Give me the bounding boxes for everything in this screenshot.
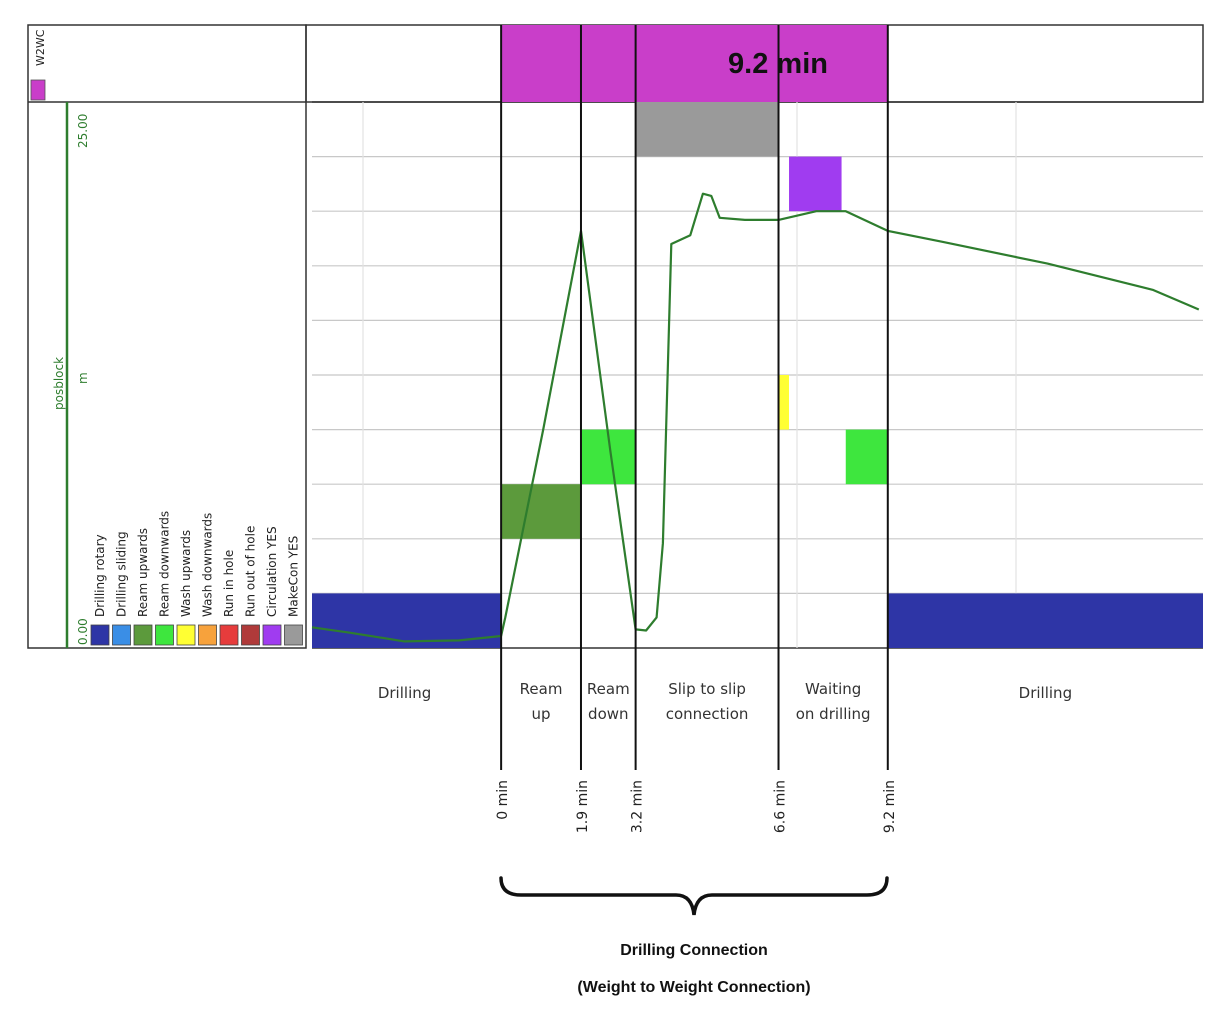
legend-swatch bbox=[284, 624, 303, 646]
activity-label: Drilling bbox=[378, 684, 431, 702]
time-marker-label: 1.9 min bbox=[575, 780, 591, 833]
legend-label: Run in hole bbox=[222, 550, 236, 617]
activity-label: Ream bbox=[520, 680, 563, 698]
legend-label: Ream downwards bbox=[158, 511, 172, 617]
state-blocks bbox=[312, 102, 1203, 648]
state-block bbox=[845, 429, 888, 485]
w2w-label: W2WC bbox=[34, 29, 47, 66]
legend-swatch bbox=[155, 624, 174, 646]
header-bars bbox=[501, 25, 888, 102]
y-axis-name: posblock bbox=[52, 357, 66, 410]
legend-label: Run out of hole bbox=[244, 526, 258, 617]
time-marker-label: 9.2 min bbox=[882, 780, 898, 833]
grid bbox=[312, 102, 1203, 648]
legend-label: Ream upwards bbox=[136, 528, 150, 617]
legend-label: Drilling rotary bbox=[93, 534, 107, 617]
w2w-duration-bar bbox=[501, 25, 888, 102]
legend: Drilling rotary Drilling sliding Ream upwa… bbox=[90, 511, 303, 646]
time-marker-label: 3.2 min bbox=[630, 780, 646, 833]
y-axis-max-label: 25.00 bbox=[76, 114, 90, 148]
time-marker-label: 0 min bbox=[495, 780, 511, 820]
state-block bbox=[789, 156, 842, 212]
legend-swatch bbox=[90, 624, 110, 646]
posblock-series-line bbox=[311, 192, 1200, 643]
time-marker-label: 6.6 min bbox=[773, 780, 789, 833]
legend-label: Wash upwards bbox=[179, 530, 193, 617]
legend-swatch bbox=[133, 624, 153, 646]
legend-label: Wash downwards bbox=[201, 513, 215, 617]
activity-label-line2: connection bbox=[666, 705, 749, 723]
activity-label: Slip to slip bbox=[668, 680, 746, 698]
state-block bbox=[887, 593, 1203, 648]
connection-bracket bbox=[499, 876, 889, 916]
bracket-title: Drilling Connection bbox=[620, 942, 768, 959]
legend-swatch bbox=[219, 624, 239, 646]
activity-labels: Drilling Ream up Ream down Slip to slip connec… bbox=[378, 680, 1072, 723]
activity-label: Ream bbox=[587, 680, 630, 698]
legend-swatch bbox=[112, 624, 131, 646]
activity-label-line2: on drilling bbox=[796, 705, 871, 723]
legend-swatch bbox=[176, 624, 196, 646]
time-marker-lines bbox=[500, 25, 889, 770]
legend-swatch bbox=[241, 624, 260, 646]
time-labels: 0 min 1.9 min 3.2 min 6.6 min 9.2 min bbox=[495, 780, 898, 833]
left-panel-border bbox=[27, 24, 307, 649]
legend-swatch bbox=[262, 624, 282, 646]
legend-label: Circulation YES bbox=[265, 526, 279, 617]
w2w-color-swatch bbox=[30, 79, 46, 101]
y-axis-unit: m bbox=[76, 372, 90, 384]
activity-label-line2: down bbox=[588, 705, 628, 723]
y-axis-min-label: 0.00 bbox=[76, 618, 90, 645]
legend-swatch bbox=[198, 624, 217, 646]
activity-label-line2: up bbox=[532, 705, 551, 723]
duration-text: 9.2 min bbox=[728, 48, 828, 80]
legend-label: Drilling sliding bbox=[115, 531, 129, 617]
legend-label: MakeCon YES bbox=[287, 536, 301, 617]
bracket-subtitle: (Weight to Weight Connection) bbox=[577, 979, 810, 996]
state-block bbox=[635, 102, 779, 157]
activity-label: Waiting bbox=[805, 680, 861, 698]
y-axis: 25.00 0.00 posblock m bbox=[52, 102, 90, 648]
activity-label: Drilling bbox=[1019, 684, 1072, 702]
state-block bbox=[778, 375, 790, 430]
series-layer bbox=[311, 192, 1200, 643]
state-block bbox=[501, 484, 581, 539]
